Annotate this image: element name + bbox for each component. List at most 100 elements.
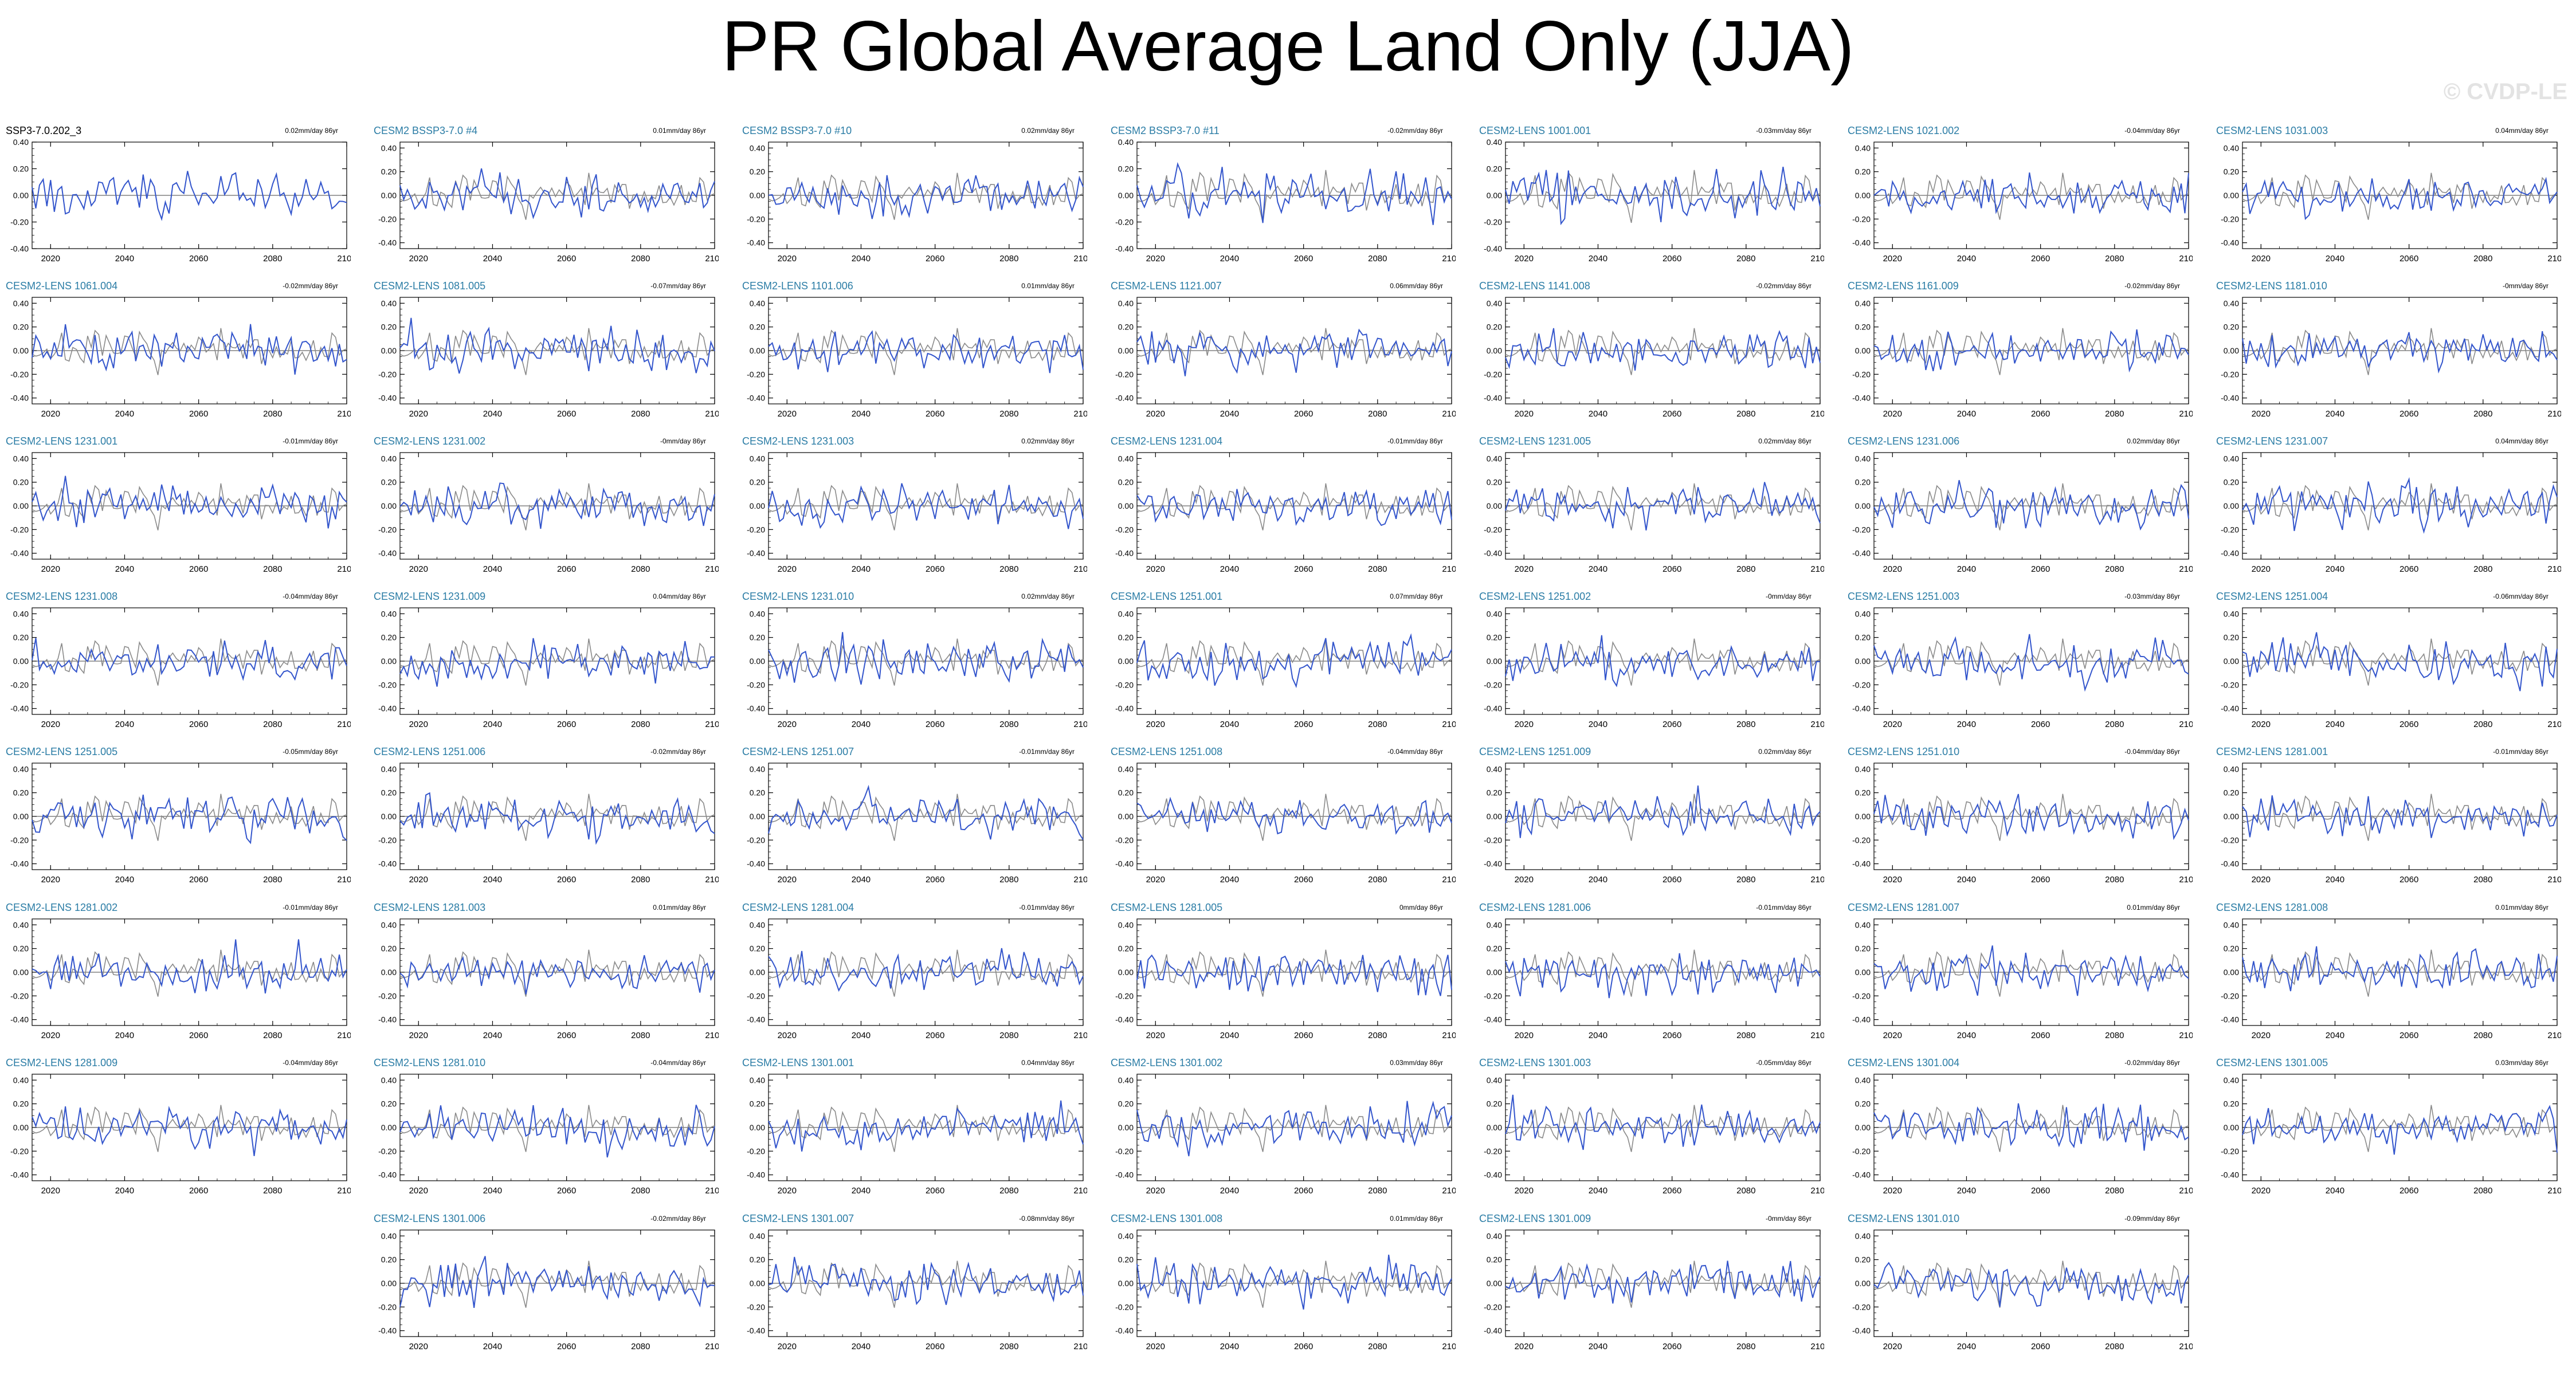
x-tick-label: 2080 <box>263 875 282 885</box>
panel-title: CESM2-LENS 1281.003 <box>374 902 486 913</box>
y-tick-label: 0.40 <box>2224 298 2239 308</box>
timeseries-panel: CESM2-LENS 1161.009 -0.02mm/day 86yr 0.40 0… <box>1842 280 2193 435</box>
x-tick-label: 2080 <box>2473 409 2492 419</box>
y-tick-label: -0.20 <box>2221 1146 2239 1156</box>
reference-series-line <box>32 328 347 375</box>
x-tick-label: 2100 <box>2547 564 2561 574</box>
timeseries-panel: CESM2-LENS 1231.005 0.02mm/day 86yr 0.40 0.… <box>1473 435 1824 590</box>
x-tick-label: 2080 <box>263 720 282 729</box>
y-tick-label: 0.00 <box>2224 1123 2239 1132</box>
y-tick-label: 0.00 <box>381 346 397 355</box>
timeseries-panel: CESM2-LENS 1251.003 -0.03mm/day 86yr 0.40 0… <box>1842 591 2193 745</box>
y-tick-label: -0.40 <box>747 394 765 403</box>
timeseries-panel: CESM2-LENS 1281.003 0.01mm/day 86yr 0.40 0.… <box>368 902 719 1056</box>
x-tick-label: 2040 <box>115 875 134 885</box>
y-tick-label: -0.20 <box>378 214 397 223</box>
y-tick-label: 0.20 <box>1118 944 1134 953</box>
reference-series-line <box>2242 793 2558 841</box>
y-tick-label: 0.00 <box>1487 657 1502 666</box>
x-tick-label: 2080 <box>2473 1031 2492 1040</box>
x-tick-label: 2060 <box>2399 409 2418 419</box>
x-tick-label: 2020 <box>409 409 428 419</box>
x-tick-label: 2060 <box>189 254 208 264</box>
x-tick-label: 2020 <box>1515 720 1534 729</box>
panel-title: CESM2-LENS 1231.003 <box>742 435 854 447</box>
x-tick-label: 2040 <box>115 1186 134 1196</box>
panel-trend-label: 0.06mm/day 86yr <box>1390 282 1443 290</box>
y-tick-label: 0.40 <box>381 764 397 773</box>
reference-series-line <box>768 949 1084 997</box>
x-tick-label: 2060 <box>1294 564 1313 574</box>
ensemble-member-series-line <box>1505 635 1821 687</box>
y-tick-label: 0.20 <box>750 1099 765 1109</box>
x-tick-label: 2060 <box>2399 875 2418 885</box>
x-tick-label: 2040 <box>852 564 871 574</box>
y-tick-label: 0.40 <box>1855 1075 1871 1084</box>
x-tick-label: 2080 <box>631 254 650 264</box>
y-tick-label: 0.20 <box>750 478 765 487</box>
x-tick-label: 2080 <box>1736 720 1755 729</box>
x-tick-label: 2080 <box>631 1031 650 1040</box>
x-tick-label: 2020 <box>2252 1031 2271 1040</box>
y-tick-label: 0.40 <box>1118 1231 1134 1240</box>
reference-series-line <box>1505 483 1821 531</box>
y-tick-label: 0.00 <box>13 346 29 355</box>
x-tick-label: 2100 <box>1810 254 1824 264</box>
y-tick-label: -0.40 <box>1115 704 1134 713</box>
x-tick-label: 2020 <box>1515 254 1534 264</box>
y-tick-label: -0.20 <box>378 525 397 534</box>
panel-trend-label: -0.01mm/day 86yr <box>1756 903 1812 911</box>
x-tick-label: 2060 <box>1663 1031 1681 1040</box>
reference-series-line <box>1136 1260 1452 1308</box>
panel-plot: 0.40 0.20 0.00 -0.20 -0.40 2020 2040 2060 2080 21… <box>1115 297 1456 419</box>
x-tick-label: 2040 <box>1220 254 1239 264</box>
x-tick-label: 2020 <box>1146 1031 1165 1040</box>
reference-series-line <box>1505 638 1821 686</box>
x-tick-label: 2040 <box>852 720 871 729</box>
y-tick-label: 0.00 <box>1855 657 1871 666</box>
reference-series-line <box>1136 483 1452 531</box>
y-tick-label: 0.20 <box>750 1255 765 1264</box>
panel-title: CESM2-LENS 1301.001 <box>742 1057 854 1068</box>
panel-title: CESM2-LENS 1231.006 <box>1848 435 1960 447</box>
y-tick-label: -0.20 <box>2221 680 2239 689</box>
y-tick-label: -0.20 <box>378 991 397 1000</box>
panel-trend-label: 0.01mm/day 86yr <box>1390 1215 1443 1223</box>
x-tick-label: 2100 <box>337 1031 351 1040</box>
y-tick-label: -0.20 <box>1852 214 1871 223</box>
panel-title: CESM2-LENS 1301.002 <box>1111 1057 1223 1068</box>
timeseries-panel: CESM2-LENS 1081.005 -0.07mm/day 86yr 0.40 0… <box>368 280 719 435</box>
reference-series-line <box>1136 793 1452 841</box>
ensemble-member-series-line <box>1873 329 2189 373</box>
y-tick-label: 0.20 <box>1855 1255 1871 1264</box>
panel-trend-label: -0.02mm/day 86yr <box>2124 282 2180 290</box>
panel-trend-label: 0mm/day 86yr <box>1399 903 1443 911</box>
timeseries-panel: CESM2-LENS 1121.007 0.06mm/day 86yr 0.40 0.… <box>1105 280 1456 435</box>
ensemble-member-series-line <box>32 324 347 375</box>
x-tick-label: 2020 <box>409 1031 428 1040</box>
y-tick-label: -0.40 <box>1115 1326 1134 1335</box>
y-tick-label: 0.40 <box>13 1075 29 1084</box>
panel-plot: 0.40 0.20 0.00 -0.20 -0.40 2020 2040 2060 2080 21… <box>1484 918 1824 1040</box>
x-tick-label: 2020 <box>409 875 428 885</box>
panel-trend-label: -0.01mm/day 86yr <box>1019 903 1075 911</box>
y-tick-label: 0.20 <box>381 788 397 797</box>
page-title: PR Global Average Land Only (JJA) <box>722 7 1854 86</box>
panel-plot: 0.40 0.20 0.00 -0.20 -0.40 2020 2040 2060 2080 21… <box>1484 1074 1824 1196</box>
x-tick-label: 2080 <box>999 720 1018 729</box>
y-tick-label: 0.40 <box>1855 1231 1871 1240</box>
watermark: © CVDP-LE <box>2443 79 2567 104</box>
x-tick-label: 2060 <box>2031 409 2050 419</box>
panel-trend-label: -0.01mm/day 86yr <box>2493 748 2548 756</box>
y-tick-label: 0.40 <box>13 609 29 618</box>
panel-plot: 0.40 0.20 0.00 -0.20 -0.40 2020 2040 2060 2080 21… <box>378 607 719 729</box>
panel-trend-label: -0.04mm/day 86yr <box>1387 748 1443 756</box>
y-tick-label: -0.40 <box>2221 1170 2239 1180</box>
x-tick-label: 2020 <box>778 409 797 419</box>
x-tick-label: 2040 <box>1957 1031 1976 1040</box>
reference-series-line <box>1873 1260 2189 1308</box>
y-tick-label: 0.00 <box>750 812 765 821</box>
reference-series-line <box>768 483 1084 531</box>
reference-series-line <box>399 793 715 841</box>
panel-trend-label: -0.06mm/day 86yr <box>2493 592 2548 600</box>
